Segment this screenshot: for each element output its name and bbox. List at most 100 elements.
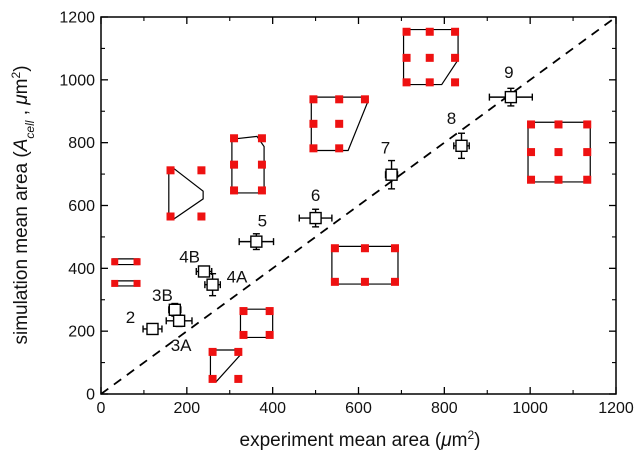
inset-shape-7-dot-5 <box>309 144 317 152</box>
inset-shape-9-dot-4 <box>554 148 562 156</box>
inset-shape-9-dot-2 <box>583 120 591 128</box>
point-marker <box>386 169 397 180</box>
inset-shape-7-dot-3 <box>309 120 317 128</box>
inset-shape-3A-dot-2 <box>209 375 217 383</box>
point-marker <box>505 92 516 103</box>
inset-shape-6 <box>331 244 399 286</box>
inset-shape-5-dot-3 <box>258 186 266 194</box>
y-tick-label-1: 200 <box>68 324 95 341</box>
x-tick-label-0: 0 <box>97 400 106 417</box>
x-tick-label-3: 600 <box>345 400 372 417</box>
point-marker <box>310 213 321 224</box>
point-marker <box>251 236 262 247</box>
inset-shape-4A <box>239 307 273 339</box>
inset-shape-9-dot-0 <box>527 120 535 128</box>
point-marker <box>207 279 218 290</box>
x-tick-label-5: 1000 <box>512 400 548 417</box>
inset-shape-9-dot-5 <box>583 148 591 156</box>
inset-shape-9 <box>527 120 591 183</box>
inset-shape-3A-dot-0 <box>209 348 217 356</box>
point-marker <box>199 266 210 277</box>
data-point-4B: 4B <box>179 247 212 277</box>
inset-shape-4A-dot-3 <box>266 331 274 339</box>
inset-shape-7-dot-6 <box>335 144 343 152</box>
inset-shape-2-stripe-top-dot-0 <box>111 258 118 265</box>
inset-shape-6-dot-4 <box>361 278 369 286</box>
inset-shape-5-dot-4 <box>230 161 238 169</box>
inset-shape-7-dot-2 <box>361 95 369 103</box>
data-point-6: 6 <box>299 186 332 227</box>
inset-shape-2-stripe-bottom-dot-0 <box>111 280 118 287</box>
inset-shape-3B-dot-0 <box>167 166 175 174</box>
y-axis-label: simulation mean area (Acell , μm2) <box>9 65 37 344</box>
point-marker <box>147 323 158 334</box>
point-marker <box>174 315 185 326</box>
inset-shape-3A <box>209 348 243 383</box>
inset-shapes <box>111 28 591 383</box>
point-label-9: 9 <box>504 63 513 82</box>
inset-shape-2-stripe-top <box>111 258 140 265</box>
inset-shape-3B-outline <box>169 168 203 220</box>
x-axis-label: experiment mean area (μm2) <box>240 428 481 451</box>
inset-shape-9-dot-3 <box>527 148 535 156</box>
inset-shape-5-dot-1 <box>258 134 266 142</box>
inset-shape-4A-dot-1 <box>266 307 274 315</box>
inset-shape-9-dot-6 <box>527 176 535 184</box>
inset-shape-9-dot-7 <box>554 176 562 184</box>
inset-shape-6-dot-3 <box>331 278 339 286</box>
point-label-8: 8 <box>447 109 456 128</box>
inset-shape-6-dot-1 <box>361 244 369 252</box>
inset-shape-3B <box>167 166 206 220</box>
point-label-7: 7 <box>381 139 390 158</box>
point-label-2: 2 <box>126 308 135 327</box>
data-point-3A: 3A <box>166 315 192 355</box>
x-tick-label-1: 200 <box>173 400 200 417</box>
inset-shape-9-dot-8 <box>583 176 591 184</box>
point-label-3B: 3B <box>152 286 173 305</box>
inset-shape-4A-dot-0 <box>239 307 247 315</box>
point-label-4A: 4A <box>227 268 248 287</box>
inset-shape-6-dot-0 <box>331 244 339 252</box>
data-point-5: 5 <box>239 212 273 250</box>
inset-shape-8-dot-1 <box>426 28 434 36</box>
data-point-2: 2 <box>126 308 162 335</box>
inset-shape-8-dot-7 <box>426 78 434 86</box>
inset-shape-3A-dot-1 <box>234 348 242 356</box>
x-tick-label-4: 800 <box>431 400 458 417</box>
point-marker <box>169 304 180 315</box>
inset-shape-3B-dot-2 <box>167 212 175 220</box>
inset-shape-8-dot-2 <box>451 28 459 36</box>
y-tick-label-2: 400 <box>68 261 95 278</box>
data-point-7: 7 <box>381 139 398 189</box>
inset-shape-8-dot-4 <box>426 54 434 62</box>
inset-shape-6-dot-5 <box>391 278 399 286</box>
inset-shape-4A-dot-2 <box>239 331 247 339</box>
inset-shape-8-dot-3 <box>403 54 411 62</box>
inset-shape-8-dot-6 <box>403 78 411 86</box>
inset-shape-8-dot-0 <box>403 28 411 36</box>
inset-shape-5-dot-2 <box>230 186 238 194</box>
point-label-3A: 3A <box>171 336 192 355</box>
inset-shape-3B-dot-1 <box>197 166 205 174</box>
x-tick-label-6: 1200 <box>598 400 634 417</box>
inset-shape-5 <box>230 134 266 194</box>
x-tick-label-2: 400 <box>259 400 286 417</box>
data-point-8: 8 <box>447 109 469 159</box>
y-tick-label-3: 600 <box>68 198 95 215</box>
inset-shape-5-dot-0 <box>230 134 238 142</box>
y-tick-label-5: 1000 <box>59 72 95 89</box>
inset-shape-7-dot-1 <box>335 95 343 103</box>
point-label-5: 5 <box>258 212 267 231</box>
inset-shape-8-dot-5 <box>451 54 459 62</box>
inset-shape-2-stripe-bottom <box>111 280 140 287</box>
y-tick-label-4: 800 <box>68 135 95 152</box>
inset-shape-3B-dot-3 <box>197 212 205 220</box>
y-tick-label-6: 1200 <box>59 10 95 27</box>
inset-shape-8-dot-8 <box>451 78 459 86</box>
point-label-4B: 4B <box>179 247 200 266</box>
y-tick-label-0: 0 <box>86 387 95 404</box>
inset-shape-9-dot-1 <box>554 120 562 128</box>
inset-shape-8 <box>403 28 459 87</box>
inset-shape-6-dot-2 <box>391 244 399 252</box>
